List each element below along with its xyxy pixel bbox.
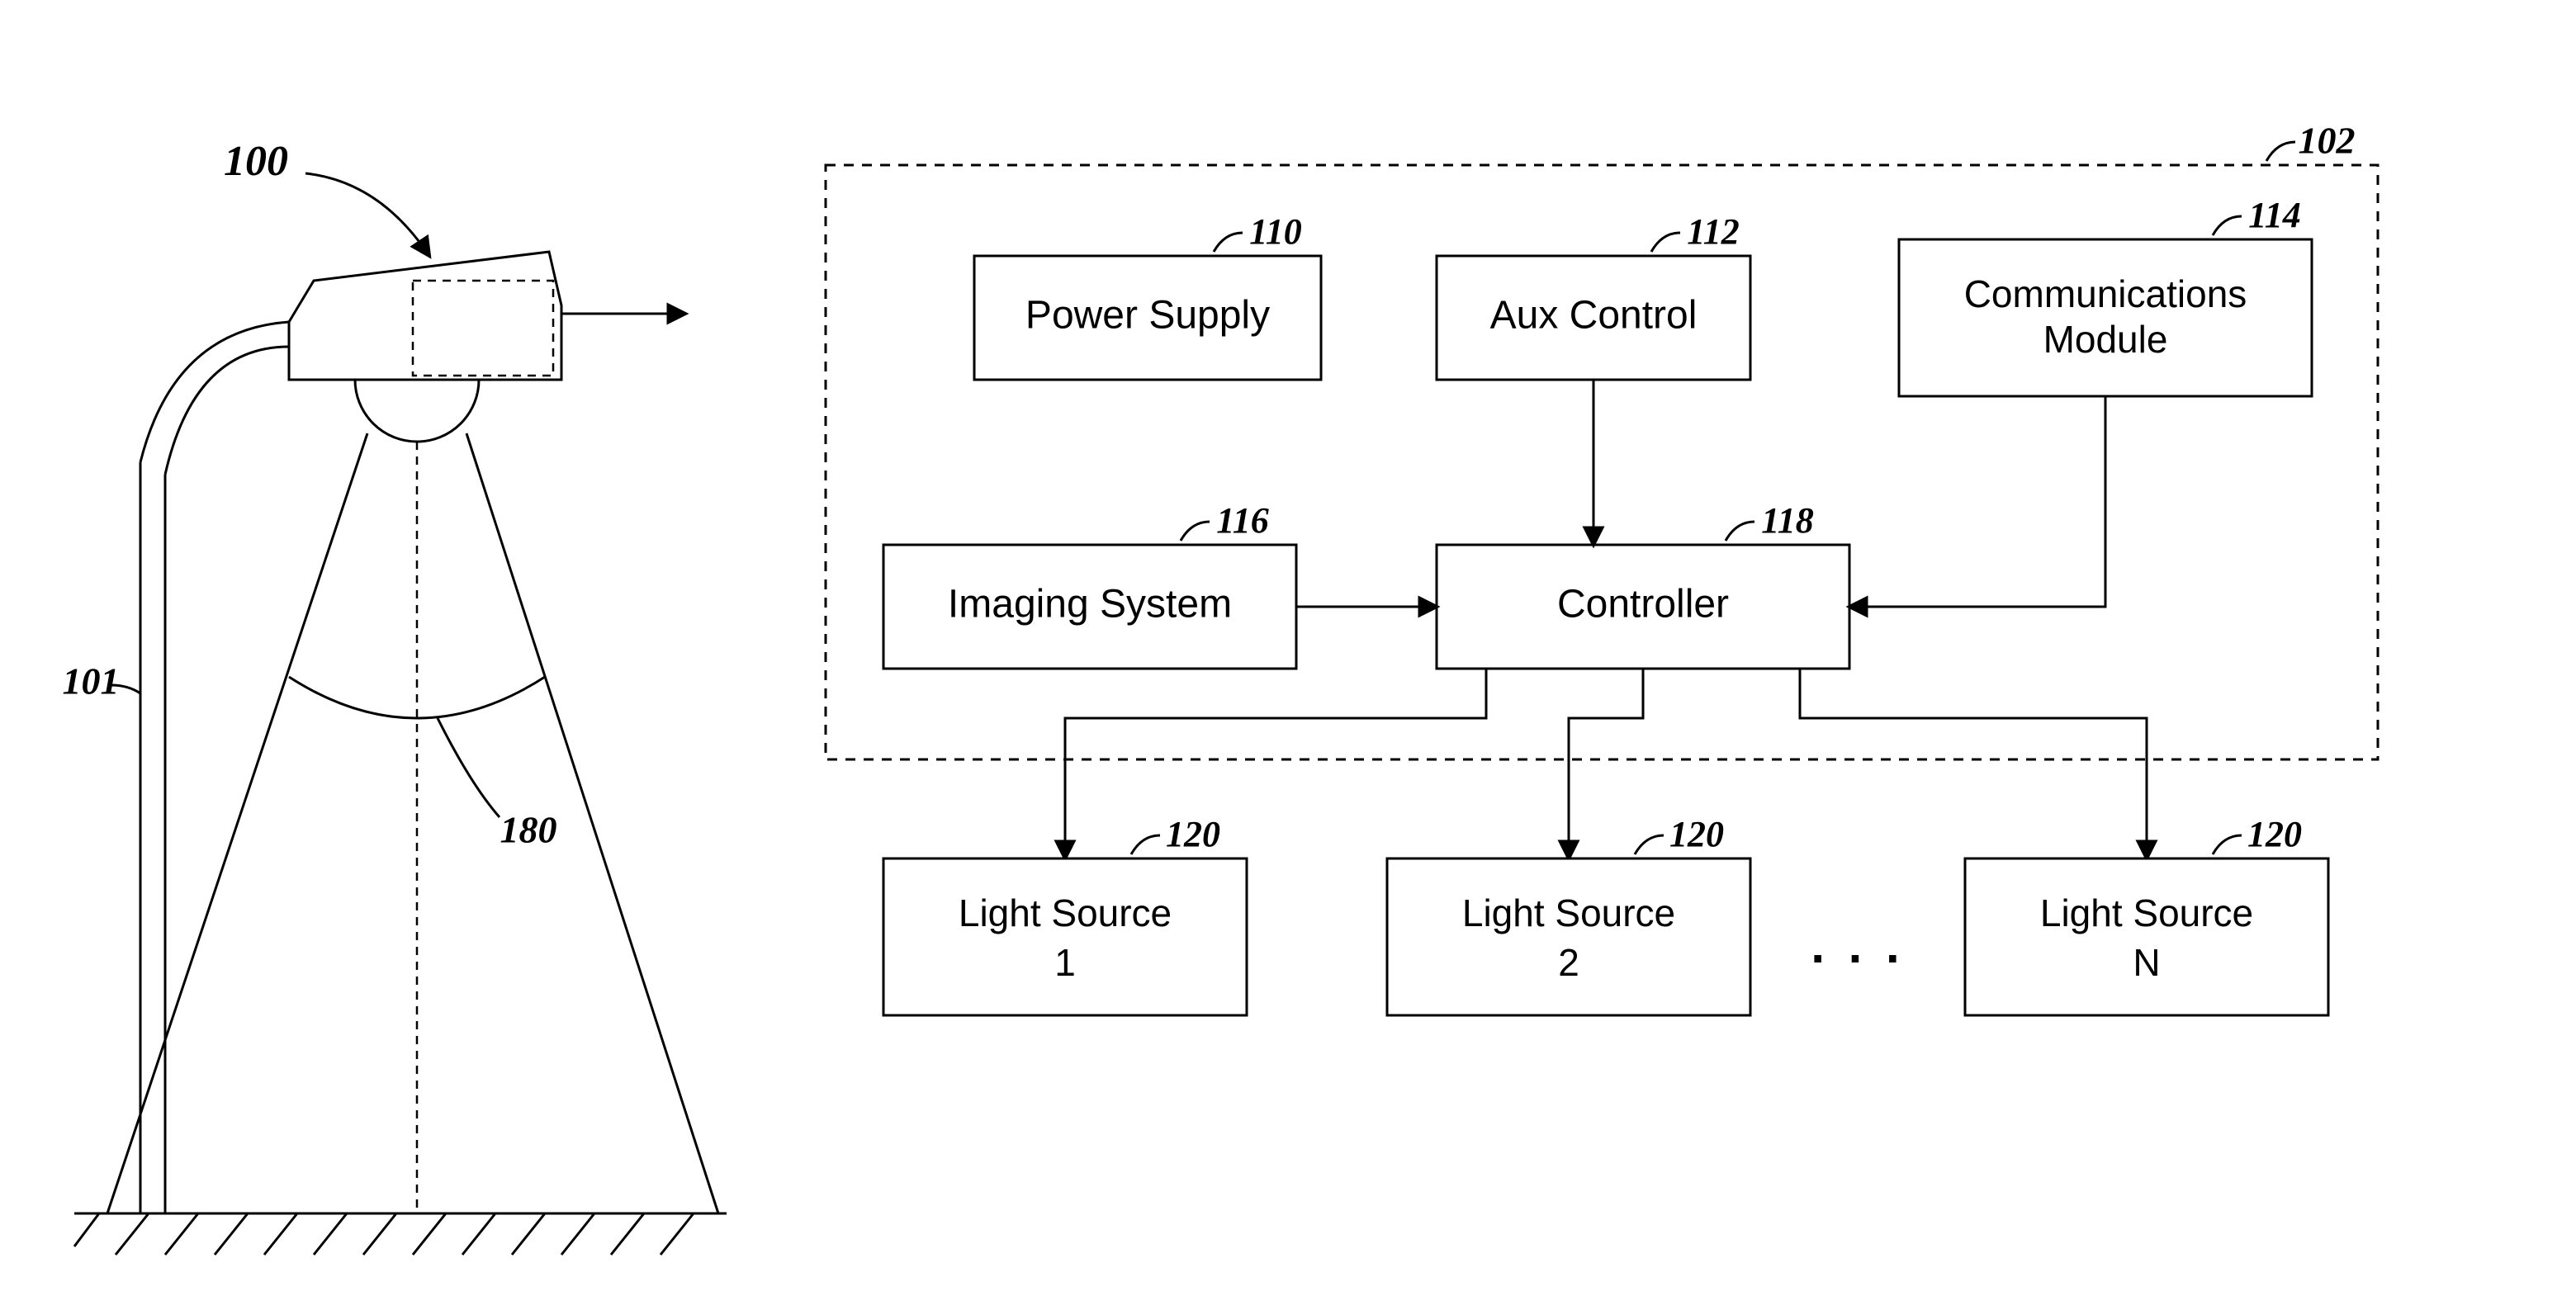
block-lsn bbox=[1965, 858, 2328, 1015]
label-comms-2: Module bbox=[2043, 318, 2168, 361]
arrow-ctrl-lsn bbox=[1800, 669, 2147, 858]
ref-102: 102 bbox=[2299, 120, 2356, 162]
ref-120a: 120 bbox=[1166, 814, 1220, 854]
ref-120c: 120 bbox=[2247, 814, 2302, 854]
ref-101: 101 bbox=[63, 660, 120, 702]
label-imaging: Imaging System bbox=[948, 583, 1232, 627]
block-ls2 bbox=[1387, 858, 1750, 1015]
label-ls2-a: Light Source bbox=[1462, 891, 1675, 934]
arrow-ctrl-ls1 bbox=[1065, 669, 1486, 858]
ref-116: 116 bbox=[1216, 500, 1269, 541]
ref-180: 180 bbox=[500, 809, 557, 851]
ref-120b: 120 bbox=[1669, 814, 1724, 854]
ref-118: 118 bbox=[1761, 500, 1814, 541]
block-ls1 bbox=[883, 858, 1247, 1015]
ellipsis: . . . bbox=[1811, 918, 1904, 973]
label-ls2-b: 2 bbox=[1558, 941, 1579, 984]
label-comms-1: Communications bbox=[1964, 272, 2247, 315]
label-power: Power Supply bbox=[1025, 294, 1270, 338]
arrow-comms-ctrl bbox=[1849, 396, 2105, 607]
ref-112: 112 bbox=[1687, 211, 1740, 252]
block-diagram: 102 Power Supply 110 Aux Control 112 Com… bbox=[826, 120, 2378, 1015]
ref-100: 100 bbox=[224, 138, 288, 185]
streetlight-drawing: 100 101 180 bbox=[63, 138, 727, 1255]
label-ls1-a: Light Source bbox=[959, 891, 1172, 934]
label-aux: Aux Control bbox=[1490, 294, 1698, 338]
label-controller: Controller bbox=[1557, 583, 1729, 627]
label-lsn-a: Light Source bbox=[2040, 891, 2253, 934]
label-lsn-b: N bbox=[2133, 941, 2160, 984]
ref-114: 114 bbox=[2248, 195, 2301, 235]
ref-110: 110 bbox=[1249, 211, 1302, 252]
arrow-ctrl-ls2 bbox=[1569, 669, 1643, 858]
label-ls1-b: 1 bbox=[1054, 941, 1076, 984]
